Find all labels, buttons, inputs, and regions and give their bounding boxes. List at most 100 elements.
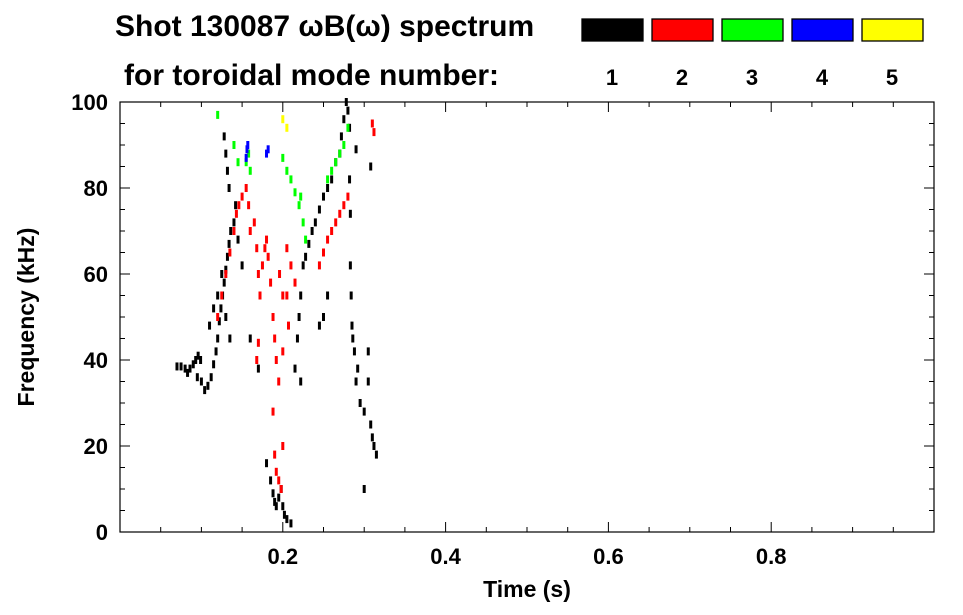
mark-mode-1-10 (199, 377, 203, 386)
mark-mode-2-35 (317, 261, 321, 270)
mark-mode-2-17 (265, 235, 269, 244)
mark-mode-1-29 (220, 270, 224, 278)
mark-mode-2-10 (248, 227, 252, 235)
mark-mode-3-10 (304, 235, 308, 244)
mark-mode-1-14 (212, 360, 216, 369)
mark-mode-1-49 (282, 510, 286, 519)
mark-mode-2-20 (271, 313, 275, 321)
mark-mode-4-2 (246, 141, 250, 149)
mark-mode-2-29 (281, 442, 285, 450)
mark-mode-2-37 (326, 235, 330, 244)
mark-mode-1-39 (248, 334, 252, 343)
mark-mode-1-7 (196, 351, 200, 360)
mark-mode-1-57 (301, 261, 305, 270)
mark-mode-1-62 (317, 205, 321, 214)
mark-mode-1-38 (240, 261, 244, 270)
mark-mode-2-2 (224, 270, 228, 278)
mark-mode-1-60 (310, 227, 314, 235)
mark-mode-1-65 (330, 175, 334, 184)
mark-mode-1-69 (342, 115, 346, 124)
mark-mode-2-23 (277, 377, 281, 386)
legend-swatch-mode-2 (651, 18, 714, 42)
mark-mode-1-48 (281, 502, 285, 511)
mark-mode-1-63 (322, 192, 325, 201)
mark-mode-2-30 (285, 244, 289, 253)
mark-mode-1-79 (352, 347, 356, 356)
y-tick-label: 20 (84, 434, 108, 459)
mark-mode-1-54 (297, 313, 301, 321)
mark-mode-3-11 (326, 175, 330, 184)
mark-mode-2-47 (286, 321, 290, 330)
mark-mode-1-24 (229, 227, 233, 235)
spectrum-marks (175, 98, 378, 528)
mark-mode-2-13 (256, 270, 260, 278)
mark-mode-1-81 (356, 364, 360, 373)
mark-mode-1-45 (274, 502, 278, 511)
mark-mode-1-25 (232, 218, 236, 227)
legend-mode-label-3: 3 (746, 65, 758, 90)
mark-mode-3-13 (334, 158, 338, 167)
mode-legend: 1 2 3 4 5 (581, 18, 924, 90)
mark-mode-2-3 (228, 248, 232, 257)
mark-mode-1-82 (358, 399, 362, 407)
x-tick-label: 0.2 (268, 544, 299, 569)
mark-mode-1-31 (228, 334, 232, 343)
mark-mode-1-26 (208, 321, 212, 330)
legend-mode-label-4: 4 (816, 65, 829, 90)
mark-mode-3-15 (342, 141, 346, 149)
mark-mode-1-30 (224, 313, 228, 321)
mark-mode-3-5 (285, 166, 289, 175)
y-axis-label: Frequency (kHz) (13, 228, 39, 407)
mark-mode-1-76 (349, 291, 353, 300)
mark-mode-1-20 (222, 278, 226, 287)
mark-mode-1-78 (351, 334, 355, 343)
mark-mode-5-0 (281, 115, 285, 124)
mark-mode-2-41 (342, 201, 346, 210)
x-tick-label: 0.8 (756, 544, 787, 569)
x-tick-label: 0.6 (593, 544, 624, 569)
mark-mode-2-4 (232, 227, 236, 235)
mark-mode-3-9 (301, 218, 305, 227)
mark-mode-2-8 (244, 184, 248, 192)
mark-mode-1-12 (206, 381, 210, 390)
mark-mode-3-4 (281, 153, 285, 162)
mark-mode-1-73 (348, 175, 352, 184)
mark-mode-1-75 (348, 261, 352, 270)
mark-mode-1-95 (362, 485, 366, 493)
mark-mode-2-18 (266, 252, 270, 261)
mark-mode-1-1 (179, 362, 183, 371)
mark-mode-2-43 (370, 119, 374, 128)
mark-mode-1-43 (271, 489, 275, 498)
mark-mode-1-44 (273, 497, 277, 506)
mark-mode-2-19 (269, 278, 273, 287)
mark-mode-1-0 (175, 362, 179, 371)
mark-mode-1-84 (366, 377, 370, 386)
mark-mode-3-1 (232, 141, 236, 149)
mark-mode-3-2 (236, 158, 240, 167)
mark-mode-2-26 (274, 467, 278, 476)
mark-mode-2-32 (293, 278, 297, 287)
mark-mode-2-22 (274, 356, 278, 364)
mark-mode-1-68 (339, 132, 343, 141)
mark-mode-2-39 (334, 218, 338, 227)
mark-mode-1-46 (277, 493, 281, 502)
mark-mode-1-90 (366, 347, 370, 356)
mark-mode-2-49 (256, 338, 260, 347)
mark-mode-1-18 (219, 304, 223, 313)
mark-mode-2-38 (330, 227, 334, 235)
mark-mode-3-19 (247, 149, 251, 158)
mark-mode-1-2 (183, 364, 187, 373)
mark-mode-1-55 (299, 291, 303, 300)
mark-mode-1-4 (188, 364, 192, 373)
mark-mode-1-86 (370, 433, 374, 442)
mark-mode-1-85 (369, 420, 373, 429)
y-tick-label: 0 (96, 520, 108, 545)
mark-mode-4-0 (244, 153, 248, 162)
x-tick-labels: 0.2 0.4 0.6 0.8 (268, 544, 787, 569)
chart-title-line2: for toroidal mode number: (124, 59, 499, 92)
chart-title-line1: Shot 130087 ωB(ω) spectrum (115, 10, 534, 43)
mark-mode-2-12 (255, 244, 259, 253)
mark-mode-2-9 (247, 201, 251, 210)
mark-mode-1-28 (216, 291, 220, 300)
mark-mode-1-61 (313, 218, 317, 227)
